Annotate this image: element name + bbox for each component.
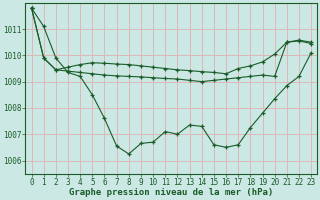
X-axis label: Graphe pression niveau de la mer (hPa): Graphe pression niveau de la mer (hPa) xyxy=(69,188,274,197)
